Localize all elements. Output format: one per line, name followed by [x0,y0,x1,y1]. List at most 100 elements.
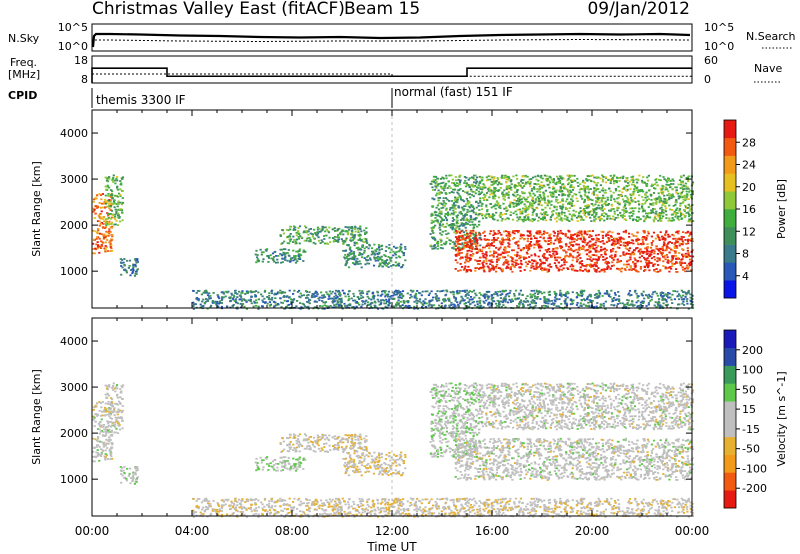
echo-cell [116,185,119,188]
echo-cell [477,305,480,308]
echo-cell [104,235,107,238]
echo-cell [386,263,390,265]
echo-cell [267,255,270,257]
echo-cell [540,246,543,249]
echo-cell [666,267,669,270]
echo-cell [348,248,351,250]
echo-cell [465,255,468,257]
echo-cell [297,253,300,256]
echo-cell [669,296,672,299]
echo-cell [582,209,585,212]
echo-cell [462,243,465,246]
echo-cell [639,266,643,268]
echo-cell [443,204,447,207]
echo-cell [118,208,121,211]
echo-cell [675,191,678,194]
echo-cell [366,242,369,244]
echo-cell [505,267,508,270]
echo-cell [529,245,532,248]
echo-cell [478,175,481,178]
echo-cell [682,236,685,238]
echo-cell [618,300,621,303]
echo-cell [522,238,526,241]
echo-cell [650,257,653,260]
echo-cell [534,237,537,239]
echo-cell [526,196,530,199]
echo-cell [641,300,644,303]
echo-cell [640,179,644,182]
echo-cell [589,247,592,250]
echo-cell [111,178,114,181]
echo-cell [516,193,519,196]
echo-cell [120,273,123,276]
echo-cell [647,293,650,296]
echo-cell [267,297,270,299]
echo-cell [677,230,680,233]
echo-cell [503,230,506,233]
echo-cell [286,229,289,231]
echo-cell [534,198,538,200]
echo-cell [554,250,557,253]
echo-cell [288,289,291,292]
echo-cell [440,239,443,242]
echo-cell [629,217,632,220]
echo-cell [518,197,521,199]
echo-cell [317,239,321,242]
echo-cell [604,235,608,237]
echo-cell [397,296,400,298]
echo-cell [404,259,407,262]
echo-cell [618,260,621,263]
echo-cell [104,198,107,201]
echo-cell [460,295,463,298]
echo-cell [559,201,562,204]
echo-cell [623,304,626,307]
echo-cell [535,231,538,234]
echo-cell [667,292,670,294]
echo-cell [250,291,253,294]
echo-cell [642,230,645,232]
echo-cell [325,242,329,245]
echo-cell [596,295,599,298]
echo-cell [502,262,506,265]
echo-cell [652,291,655,294]
echo-cell [499,293,503,296]
echo-cell [462,209,465,212]
echo-cell [109,205,113,208]
echo-cell [549,181,552,184]
echo-cell [283,240,286,243]
echo-cell [596,302,599,304]
echo-cell [514,187,517,189]
echo-cell [610,249,613,251]
echo-cell [469,254,472,256]
echo-cell [107,214,110,217]
echo-cell [521,248,525,251]
echo-cell [594,241,597,244]
echo-cell [282,232,285,235]
echo-cell [333,304,336,306]
echo-cell [640,250,644,253]
echo-cell [460,222,463,224]
echo-cell [556,199,559,201]
echo-cell [120,265,123,267]
echo-cell [678,242,681,245]
echo-cell [671,293,674,296]
echo-cell [478,297,481,299]
echo-cell [461,247,464,250]
echo-cell [659,294,662,296]
echo-cell [675,208,678,211]
echo-cell [496,237,499,239]
echo-cell [464,219,467,222]
echo-cell [128,265,131,267]
echo-cell [587,264,590,266]
echo-cell [324,301,328,303]
echo-cell [261,295,264,298]
echo-cell [638,194,641,197]
echo-cell [549,243,552,245]
echo-cell [466,192,469,194]
echo-cell [217,302,220,305]
echo-cell [672,183,675,185]
echo-cell [442,204,445,207]
echo-cell [501,251,504,254]
echo-cell [552,178,555,180]
echo-cell [355,301,358,303]
